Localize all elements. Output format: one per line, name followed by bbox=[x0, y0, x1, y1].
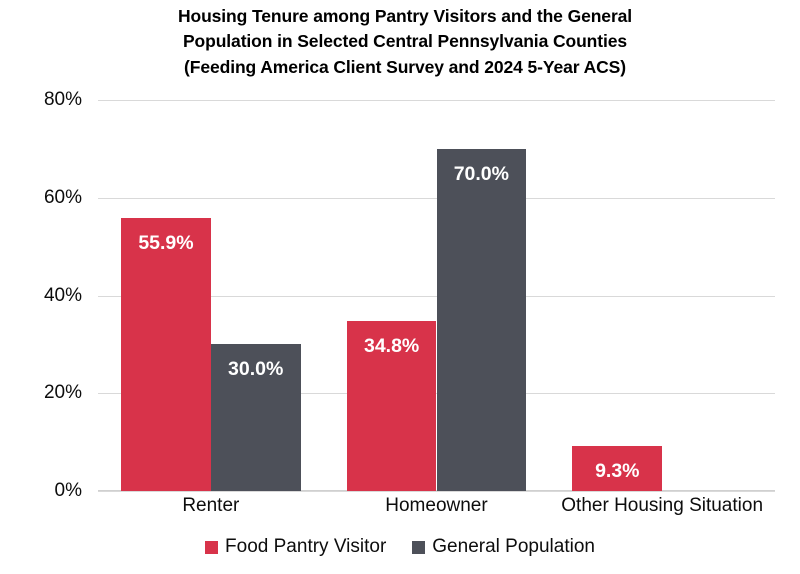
plot-area: 0% 20% 40% 60% 80% 55.9% 30.0% 34.8% 70.0% 9.3% bbox=[44, 89, 775, 501]
y-axis-tick-label: 20% bbox=[43, 382, 82, 404]
bar-homeowner-general-population[interactable]: 70.0% bbox=[436, 148, 527, 491]
bar-other-housing-situation-food-pantry-visitor[interactable]: 9.3% bbox=[572, 445, 663, 491]
chart-title: Housing Tenure among Pantry Visitors and… bbox=[60, 4, 750, 80]
gridline-80% bbox=[98, 100, 775, 101]
y-axis-tick-label: 40% bbox=[43, 284, 82, 306]
legend-swatch-icon bbox=[412, 540, 426, 554]
bar-renter-food-pantry-visitor[interactable]: 55.9% bbox=[121, 217, 211, 491]
legend-label: General Population bbox=[432, 536, 595, 557]
chart-title-line-3: (Feeding America Client Survey and 2024 … bbox=[184, 56, 626, 77]
bar-homeowner-food-pantry-visitor[interactable]: 34.8% bbox=[346, 320, 437, 491]
chart-title-line-2: Population in Selected Central Pennsylva… bbox=[182, 31, 628, 52]
legend-swatch-icon bbox=[205, 540, 219, 554]
bar-value-label: 34.8% bbox=[363, 334, 420, 357]
y-axis-tick-label: 0% bbox=[54, 480, 82, 501]
y-axis-tick-label: 60% bbox=[43, 186, 82, 208]
bar-renter-general-population[interactable]: 30.0% bbox=[210, 344, 301, 491]
chart-title-line-1: Housing Tenure among Pantry Visitors and… bbox=[177, 6, 633, 26]
y-axis-tick-label: 80% bbox=[43, 89, 82, 110]
legend-item-general-population[interactable]: General Population bbox=[412, 536, 595, 558]
x-axis-category-label: Renter bbox=[182, 495, 240, 516]
bar-value-label: 9.3% bbox=[595, 459, 640, 482]
gridline-0% bbox=[98, 491, 775, 492]
bar-value-label: 55.9% bbox=[138, 231, 194, 254]
bar-value-label: 30.0% bbox=[228, 358, 284, 381]
legend-label: Food Pantry Visitor bbox=[225, 536, 387, 557]
x-axis-category-label: Homeowner bbox=[385, 495, 488, 516]
bar-value-label: 70.0% bbox=[453, 162, 509, 185]
chart-legend: Food Pantry Visitor General Population bbox=[0, 536, 800, 558]
legend-item-food-pantry-visitor[interactable]: Food Pantry Visitor bbox=[205, 536, 386, 558]
x-axis-category-label: Other Housing Situation bbox=[561, 495, 764, 516]
